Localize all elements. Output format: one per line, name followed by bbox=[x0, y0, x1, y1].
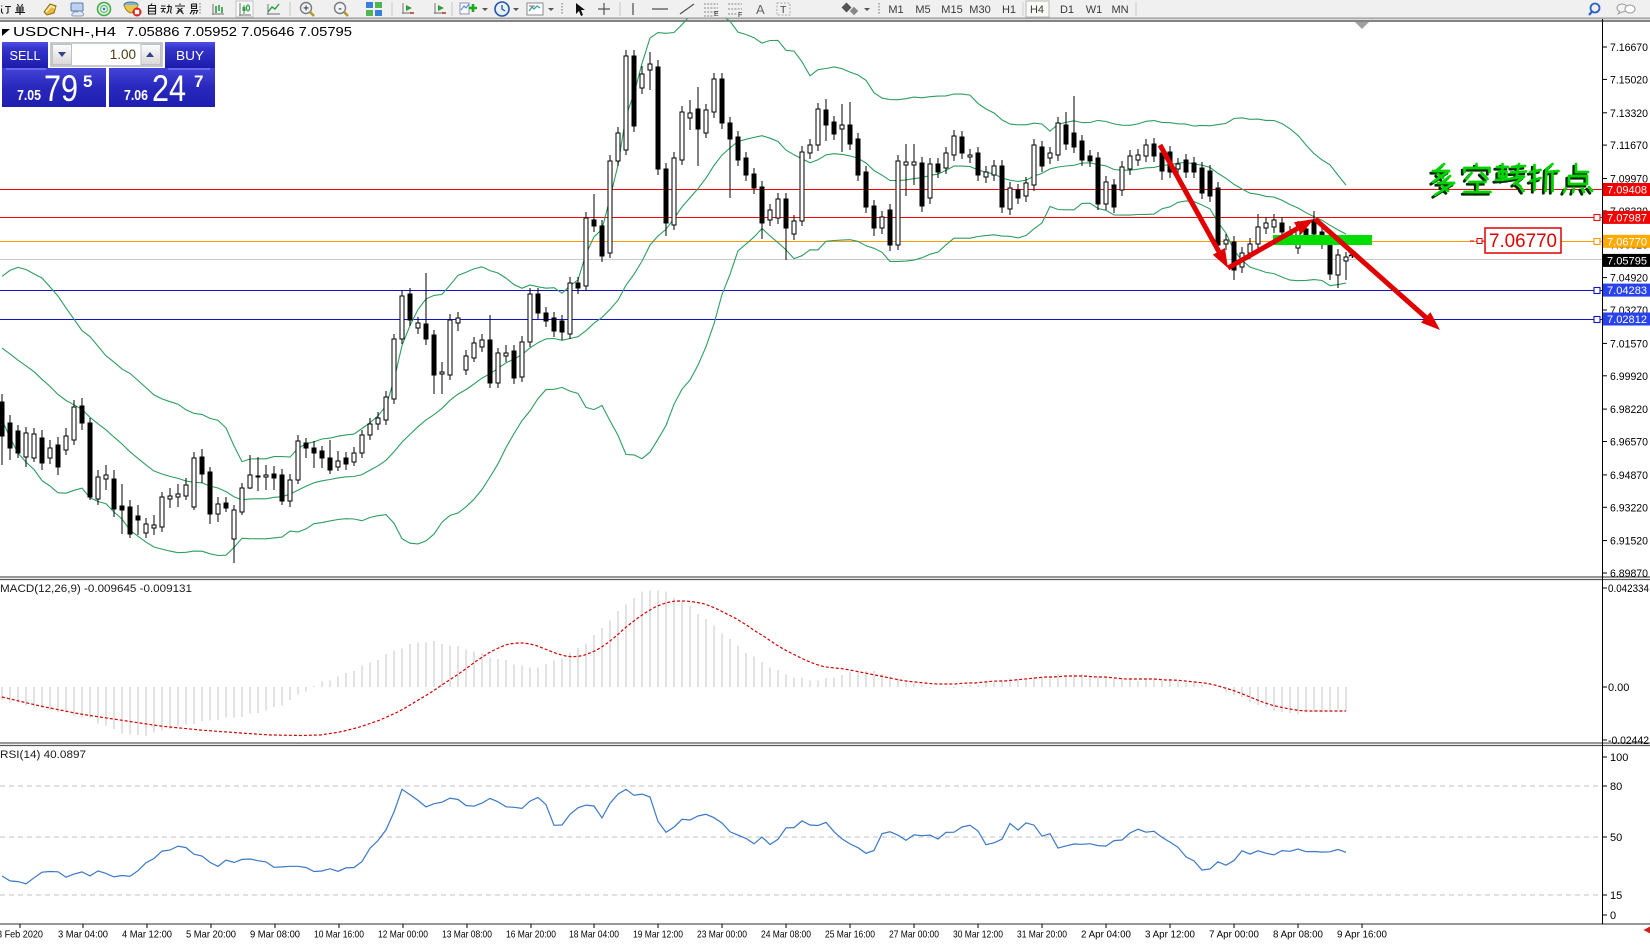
svg-text:H1: H1 bbox=[1002, 4, 1016, 16]
svg-text:12 Mar 00:00: 12 Mar 00:00 bbox=[378, 929, 428, 941]
svg-text:6.93220: 6.93220 bbox=[1610, 502, 1648, 514]
svg-text:RSI(14) 40.0897: RSI(14) 40.0897 bbox=[0, 749, 86, 761]
svg-text:1.00: 1.00 bbox=[110, 47, 136, 62]
svg-text:7.16670: 7.16670 bbox=[1610, 42, 1648, 54]
svg-text:-0.02442: -0.02442 bbox=[1608, 735, 1649, 747]
svg-text:F: F bbox=[738, 12, 742, 19]
svg-text:27 Mar 00:00: 27 Mar 00:00 bbox=[889, 929, 939, 941]
svg-text:A: A bbox=[756, 2, 765, 17]
svg-text:7.06770: 7.06770 bbox=[1489, 231, 1557, 252]
svg-text:8 Apr 08:00: 8 Apr 08:00 bbox=[1273, 929, 1323, 941]
svg-text:80: 80 bbox=[1610, 781, 1622, 793]
svg-text:6.89870: 6.89870 bbox=[1610, 568, 1648, 580]
svg-text:0: 0 bbox=[1610, 910, 1616, 922]
svg-text:10 Mar 16:00: 10 Mar 16:00 bbox=[314, 929, 364, 941]
svg-text:SELL: SELL bbox=[10, 49, 41, 63]
svg-text:7.07987: 7.07987 bbox=[1607, 212, 1647, 224]
svg-text:24 Mar 08:00: 24 Mar 08:00 bbox=[761, 929, 811, 941]
svg-text:H4: H4 bbox=[1030, 4, 1044, 16]
svg-text:7.04920: 7.04920 bbox=[1610, 273, 1648, 285]
svg-text:MN: MN bbox=[1111, 4, 1128, 16]
svg-text:M15: M15 bbox=[941, 4, 962, 16]
svg-text:+: + bbox=[303, 4, 309, 15]
svg-text:100: 100 bbox=[1610, 752, 1628, 764]
svg-text:6.94870: 6.94870 bbox=[1610, 470, 1648, 482]
svg-text:31 Mar 20:00: 31 Mar 20:00 bbox=[1017, 929, 1067, 941]
svg-text:6.99920: 6.99920 bbox=[1610, 371, 1648, 383]
svg-text:4 Mar 12:00: 4 Mar 12:00 bbox=[122, 929, 172, 941]
svg-text:7: 7 bbox=[194, 72, 203, 91]
svg-text:7.06: 7.06 bbox=[124, 87, 148, 104]
svg-text:24: 24 bbox=[152, 68, 186, 109]
svg-text:M30: M30 bbox=[969, 4, 990, 16]
svg-text:7.02812: 7.02812 bbox=[1607, 314, 1647, 326]
svg-text:16 Mar 20:00: 16 Mar 20:00 bbox=[506, 929, 556, 941]
svg-text:6.98220: 6.98220 bbox=[1610, 404, 1648, 416]
svg-text:7.09408: 7.09408 bbox=[1607, 185, 1647, 197]
svg-text:7.06770: 7.06770 bbox=[1607, 236, 1647, 248]
svg-text:5 Mar 20:00: 5 Mar 20:00 bbox=[186, 929, 236, 941]
svg-text:7.05886 7.05952 7.05646 7.0579: 7.05886 7.05952 7.05646 7.05795 bbox=[126, 25, 352, 39]
svg-text:50: 50 bbox=[1610, 832, 1622, 844]
svg-text:6.91520: 6.91520 bbox=[1610, 536, 1648, 548]
svg-text:9 Apr 16:00: 9 Apr 16:00 bbox=[1337, 929, 1387, 941]
svg-text:19 Mar 12:00: 19 Mar 12:00 bbox=[633, 929, 683, 941]
svg-text:79: 79 bbox=[44, 68, 78, 109]
svg-text:-: - bbox=[338, 4, 341, 15]
svg-text:M5: M5 bbox=[915, 4, 930, 16]
svg-text:3 Mar 04:00: 3 Mar 04:00 bbox=[58, 929, 108, 941]
svg-text:7.05: 7.05 bbox=[17, 87, 41, 104]
svg-text:7.15020: 7.15020 bbox=[1610, 74, 1648, 86]
svg-text:13 Mar 08:00: 13 Mar 08:00 bbox=[442, 929, 492, 941]
svg-text:7.11670: 7.11670 bbox=[1610, 140, 1648, 152]
svg-text:2 Apr 04:00: 2 Apr 04:00 bbox=[1081, 929, 1131, 941]
svg-text:7.04283: 7.04283 bbox=[1607, 285, 1647, 297]
svg-text:E: E bbox=[714, 11, 719, 18]
svg-text:BUY: BUY bbox=[176, 49, 205, 63]
svg-text:7.01570: 7.01570 bbox=[1610, 338, 1648, 350]
svg-text:0.00: 0.00 bbox=[1608, 682, 1629, 694]
svg-text:6.96570: 6.96570 bbox=[1610, 437, 1648, 449]
svg-text:MACD(12,26,9) -0.009645 -0.009: MACD(12,26,9) -0.009645 -0.009131 bbox=[0, 583, 192, 595]
svg-text:7.05795: 7.05795 bbox=[1607, 255, 1647, 267]
svg-text:W1: W1 bbox=[1086, 4, 1103, 16]
svg-text:25 Mar 16:00: 25 Mar 16:00 bbox=[825, 929, 875, 941]
svg-text:T: T bbox=[780, 4, 787, 16]
svg-text:18 Mar 04:00: 18 Mar 04:00 bbox=[569, 929, 619, 941]
svg-text:M1: M1 bbox=[888, 4, 903, 16]
svg-text:7 Apr 00:00: 7 Apr 00:00 bbox=[1209, 929, 1259, 941]
svg-text:7.13320: 7.13320 bbox=[1610, 108, 1648, 120]
svg-text:7.09970: 7.09970 bbox=[1610, 174, 1648, 186]
svg-text:D1: D1 bbox=[1060, 4, 1074, 16]
svg-text:5: 5 bbox=[83, 72, 92, 91]
svg-text:3 Apr 12:00: 3 Apr 12:00 bbox=[1145, 929, 1195, 941]
svg-text:0.042334: 0.042334 bbox=[1608, 583, 1649, 595]
svg-text:8 Feb 2020: 8 Feb 2020 bbox=[0, 929, 43, 941]
svg-text:15: 15 bbox=[1610, 890, 1622, 902]
svg-text:30 Mar 12:00: 30 Mar 12:00 bbox=[953, 929, 1003, 941]
svg-text:USDCNH-,H4: USDCNH-,H4 bbox=[13, 25, 116, 39]
svg-text:23 Mar 00:00: 23 Mar 00:00 bbox=[697, 929, 747, 941]
svg-text:9 Mar 08:00: 9 Mar 08:00 bbox=[250, 929, 300, 941]
